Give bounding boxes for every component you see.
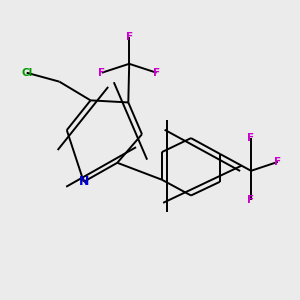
Text: F: F (248, 195, 255, 205)
Text: F: F (153, 68, 160, 78)
Text: F: F (126, 32, 133, 42)
Text: F: F (274, 157, 281, 167)
Text: N: N (79, 175, 89, 188)
Text: Cl: Cl (21, 68, 32, 78)
Text: F: F (98, 68, 105, 78)
Text: F: F (248, 133, 255, 143)
